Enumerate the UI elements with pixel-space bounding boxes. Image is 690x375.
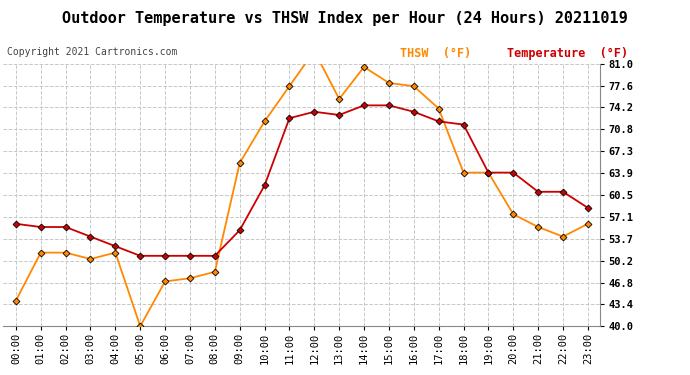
Text: Outdoor Temperature vs THSW Index per Hour (24 Hours) 20211019: Outdoor Temperature vs THSW Index per Ho… [62, 11, 628, 26]
Text: Temperature  (°F): Temperature (°F) [507, 47, 629, 60]
Text: Copyright 2021 Cartronics.com: Copyright 2021 Cartronics.com [7, 47, 177, 57]
Text: THSW  (°F): THSW (°F) [400, 47, 471, 60]
